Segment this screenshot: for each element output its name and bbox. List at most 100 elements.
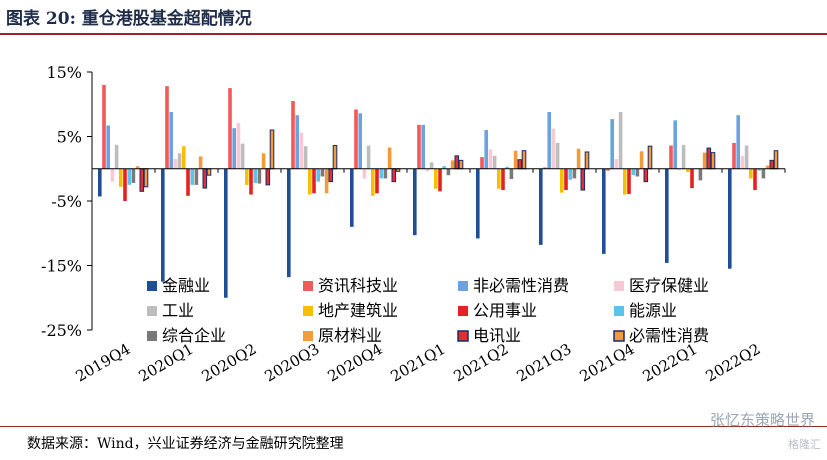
bar-2019Q4-s9 [135,166,140,169]
bar-2021Q3-s0 [539,168,543,245]
bar-2019Q4-s11 [143,168,149,188]
footer-rule [0,426,827,427]
bar-2020Q3-s9 [324,168,329,194]
legend-label: 必需性消费 [629,326,709,345]
bar-2021Q3-s8 [572,168,577,179]
bar-2020Q4-s7 [379,168,383,179]
bar-2021Q1-s7 [442,166,446,169]
bar-2022Q1-s4 [681,144,686,169]
bar-2021Q1-s10 [454,155,460,170]
bar-2021Q1-s9 [450,160,455,169]
bar-2022Q1-s0 [665,168,669,263]
bar-2022Q1-s1 [669,145,673,169]
bar-2020Q1-s9 [198,156,203,169]
bar-2021Q1-s1 [417,124,421,169]
y-tick-label: -5% [51,192,82,211]
legend-swatch [147,281,157,291]
legend-label: 综合企业 [162,326,226,345]
y-tick-label: 15% [46,63,82,82]
bar-2020Q4-s5 [371,168,375,196]
bar-2021Q2-s6 [501,168,505,191]
watermark: 张忆东策略世界 [709,411,815,429]
bar-2021Q1-s4 [429,162,434,169]
bar-2020Q2-s5 [245,168,249,185]
bar-2022Q2-s6 [753,168,757,191]
legend-swatch [147,331,157,341]
bar-2020Q2-s9 [261,153,266,169]
bar-2022Q1-s9 [702,152,707,169]
legend-swatch [303,306,313,316]
bar-2022Q2-s11 [773,150,779,170]
bar-2020Q4-s8 [383,168,388,179]
bar-2021Q3-s9 [576,148,581,169]
bar-2020Q2-s3 [236,122,241,169]
legend-swatch [458,306,468,316]
bar-2020Q1-s6 [186,168,190,196]
bar-2020Q3-s2 [295,115,299,169]
bar-2020Q2-s0 [224,168,228,298]
bar-2022Q1-s6 [690,168,694,189]
bar-2022Q1-s3 [677,168,682,171]
bar-2019Q4-s3 [110,168,115,182]
bar-2020Q4-s9 [387,147,392,169]
bar-2021Q3-s1 [543,167,547,169]
bar-2021Q3-s2 [547,111,551,169]
x-tick-label: 2019Q4 [73,340,134,386]
bar-2021Q3-s6 [564,168,568,191]
bar-2021Q4-s9 [639,151,644,169]
bar-2020Q3-s10 [328,168,334,183]
bar-2021Q3-s7 [568,168,572,180]
bar-2020Q2-s8 [257,168,262,184]
bar-2020Q4-s3 [362,168,367,179]
bar-2020Q3-s11 [332,145,338,170]
bar-2020Q1-s2 [169,111,173,169]
bar-2020Q2-s1 [228,88,232,169]
bar-2019Q4-s5 [119,168,123,187]
bar-2022Q1-s11 [710,152,716,170]
bar-2022Q1-s8 [698,168,703,181]
bar-2021Q2-s7 [505,166,509,169]
bar-2021Q1-s6 [438,168,442,192]
bar-2019Q4-s0 [98,168,102,197]
bar-2020Q4-s10 [391,168,397,183]
bar-2021Q2-s10 [517,159,523,170]
bar-2020Q4-s2 [358,113,362,169]
bar-2020Q1-s7 [190,168,194,185]
bar-2020Q1-s0 [161,168,165,282]
bar-2021Q4-s8 [635,168,640,177]
legend-swatch [303,281,313,291]
bar-2021Q4-s6 [627,168,631,194]
y-tick-label: -15% [41,257,82,276]
bar-2019Q4-s1 [102,84,106,169]
legend-swatch [303,331,313,341]
legend-label: 金融业 [162,276,210,295]
legend-swatch [457,330,469,342]
x-tick-label: 2020Q4 [325,340,386,386]
title-rule [0,33,827,35]
bar-2020Q4-s6 [375,168,379,194]
bar-2020Q1-s1 [165,86,169,169]
legend-label: 电讯业 [473,326,521,345]
x-tick-label: 2022Q1 [640,340,701,386]
bar-2021Q1-s11 [458,159,464,170]
bar-2021Q4-s2 [610,119,614,169]
bar-2020Q1-s10 [202,168,208,189]
bar-2022Q2-s7 [757,168,761,171]
bar-2020Q2-s10 [265,168,271,186]
legend-swatch [614,306,624,316]
bar-2020Q3-s7 [316,168,320,182]
bar-2021Q3-s11 [584,151,590,170]
bar-2020Q4-s1 [354,109,358,169]
bar-2021Q2-s11 [521,150,527,170]
bar-2021Q4-s1 [606,168,610,171]
y-tick-label: -25% [41,321,82,340]
x-tick-label: 2020Q2 [199,340,260,386]
bar-2021Q1-s8 [446,168,451,176]
bar-2021Q2-s1 [480,157,484,169]
bar-2021Q1-s0 [413,168,417,236]
bar-2021Q4-s0 [602,168,606,254]
legend-label: 非必需性消费 [473,276,569,295]
bar-2020Q3-s0 [287,168,291,278]
bar-2021Q4-s3 [614,159,619,169]
